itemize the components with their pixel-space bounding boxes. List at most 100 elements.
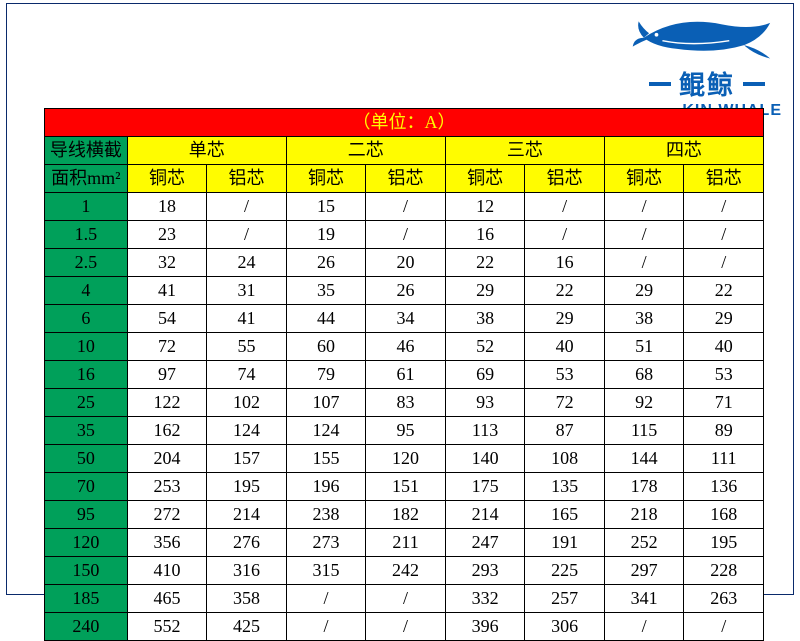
cell: / <box>366 193 446 221</box>
cell: 89 <box>684 417 764 445</box>
cell: 276 <box>207 529 287 557</box>
cell: 20 <box>366 249 446 277</box>
cell: 157 <box>207 445 287 473</box>
cell: / <box>604 613 684 641</box>
cell: 19 <box>286 221 366 249</box>
logo-cn-text: 鲲鲸 <box>679 65 735 102</box>
cell: 53 <box>684 361 764 389</box>
cell: / <box>286 585 366 613</box>
cell: 135 <box>525 473 605 501</box>
cell: 18 <box>127 193 207 221</box>
cell: 16 <box>445 221 525 249</box>
cell: 341 <box>604 585 684 613</box>
row-size: 50 <box>45 445 128 473</box>
cell: 162 <box>127 417 207 445</box>
cell: 151 <box>366 473 446 501</box>
cell: 68 <box>604 361 684 389</box>
cell: 22 <box>684 277 764 305</box>
cell: 55 <box>207 333 287 361</box>
cell: / <box>207 221 287 249</box>
cell: 155 <box>286 445 366 473</box>
cell: 92 <box>604 389 684 417</box>
cell: 253 <box>127 473 207 501</box>
cell: 38 <box>445 305 525 333</box>
cell: 218 <box>604 501 684 529</box>
cell: 257 <box>525 585 605 613</box>
table-row: 120356276273211247191252195 <box>45 529 764 557</box>
cell: 79 <box>286 361 366 389</box>
table-row: 251221021078393729271 <box>45 389 764 417</box>
cell: 225 <box>525 557 605 585</box>
cell: 46 <box>366 333 446 361</box>
cell: / <box>684 249 764 277</box>
row-size: 1.5 <box>45 221 128 249</box>
row-size: 150 <box>45 557 128 585</box>
cell: 332 <box>445 585 525 613</box>
table-row: 169774796169536853 <box>45 361 764 389</box>
cell: 247 <box>445 529 525 557</box>
table-row: 118/15/12/// <box>45 193 764 221</box>
cell: 120 <box>366 445 446 473</box>
cell: 396 <box>445 613 525 641</box>
table-row: 44131352629222922 <box>45 277 764 305</box>
cell: / <box>684 193 764 221</box>
cell: 24 <box>207 249 287 277</box>
table-row: 50204157155120140108144111 <box>45 445 764 473</box>
cell: 195 <box>684 529 764 557</box>
cell: 44 <box>286 305 366 333</box>
row-size: 70 <box>45 473 128 501</box>
cell: 122 <box>127 389 207 417</box>
cell: 410 <box>127 557 207 585</box>
cell: 72 <box>127 333 207 361</box>
whale-icon <box>632 8 782 60</box>
cell: 23 <box>127 221 207 249</box>
cell: 306 <box>525 613 605 641</box>
cell: 61 <box>366 361 446 389</box>
ampacity-table: （单位：A）导线横截单芯二芯三芯四芯面积mm²铜芯铝芯铜芯铝芯铜芯铝芯铜芯铝芯1… <box>44 108 764 641</box>
row-header-1: 导线横截 <box>45 137 128 165</box>
cell: 356 <box>127 529 207 557</box>
cell: 29 <box>604 277 684 305</box>
cell: 29 <box>684 305 764 333</box>
col-group-0: 单芯 <box>127 137 286 165</box>
cell: / <box>286 613 366 641</box>
cell: 196 <box>286 473 366 501</box>
cell: 93 <box>445 389 525 417</box>
col-group-3: 四芯 <box>604 137 763 165</box>
cell: 273 <box>286 529 366 557</box>
cell: 108 <box>525 445 605 473</box>
cell: / <box>604 221 684 249</box>
col-sub-3-0: 铜芯 <box>604 165 684 193</box>
cell: 113 <box>445 417 525 445</box>
cell: 358 <box>207 585 287 613</box>
cell: 29 <box>525 305 605 333</box>
cell: 69 <box>445 361 525 389</box>
cell: 168 <box>684 501 764 529</box>
col-sub-1-1: 铝芯 <box>366 165 446 193</box>
row-size: 95 <box>45 501 128 529</box>
brand-logo: 鲲鲸 KIN WHALE <box>632 8 782 120</box>
cell: 83 <box>366 389 446 417</box>
row-size: 10 <box>45 333 128 361</box>
cell: 242 <box>366 557 446 585</box>
cell: 195 <box>207 473 287 501</box>
cell: 552 <box>127 613 207 641</box>
cell: 297 <box>604 557 684 585</box>
table-row: 240552425//396306// <box>45 613 764 641</box>
cell: 140 <box>445 445 525 473</box>
table-row: 2.5322426202216// <box>45 249 764 277</box>
cell: 272 <box>127 501 207 529</box>
cell: 238 <box>286 501 366 529</box>
row-size: 240 <box>45 613 128 641</box>
table-row: 1.523/19/16/// <box>45 221 764 249</box>
cell: / <box>525 193 605 221</box>
row-size: 16 <box>45 361 128 389</box>
cell: 124 <box>207 417 287 445</box>
cell: / <box>366 613 446 641</box>
cell: 32 <box>127 249 207 277</box>
cell: / <box>604 249 684 277</box>
cell: 252 <box>604 529 684 557</box>
table-row: 185465358//332257341263 <box>45 585 764 613</box>
table-title: （单位：A） <box>45 109 764 137</box>
cell: 74 <box>207 361 287 389</box>
